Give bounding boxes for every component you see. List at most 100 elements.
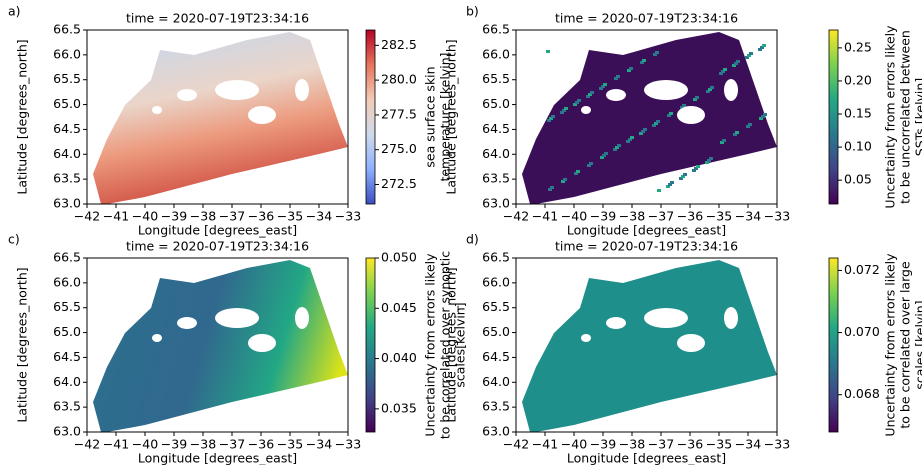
x-tick-label: −34 [735, 437, 761, 452]
colorbar-tick-label: 0.070 [844, 324, 880, 339]
raster-region [93, 32, 348, 204]
y-tick-label: 64.5 [53, 121, 81, 136]
axes-frame [86, 257, 349, 433]
raster-speckle [732, 64, 736, 67]
raster-gap [177, 89, 197, 101]
raster-speckle [721, 70, 725, 73]
y-tick-label: 65.0 [482, 96, 510, 111]
raster-speckle [680, 106, 684, 109]
raster-speckle [719, 72, 723, 75]
raster-speckle [564, 107, 568, 110]
raster-speckle [602, 154, 606, 157]
raster-speckle [643, 128, 647, 131]
x-tick-label: −38 [190, 437, 216, 452]
colorbar-tick-label: 0.25 [844, 39, 872, 54]
raster-speckle [709, 157, 713, 160]
x-tick-label: −33 [764, 437, 790, 452]
raster-speckle [723, 68, 727, 71]
raster-gap [215, 80, 259, 100]
raster-region [522, 260, 777, 432]
raster-speckle [722, 139, 726, 142]
raster-speckle [746, 125, 750, 128]
y-tick-label: 66.5 [53, 250, 81, 265]
y-tick-label: 63.5 [482, 399, 510, 414]
x-tick-label: −37 [648, 209, 674, 224]
raster-speckle [682, 104, 686, 107]
raster-speckle [547, 119, 551, 122]
raster-speckle [603, 83, 607, 86]
raster-speckle [587, 164, 591, 167]
raster-speckle [736, 60, 740, 63]
colorbar [828, 257, 839, 433]
raster-speckle [549, 117, 553, 120]
raster-speckle [694, 167, 698, 170]
x-tick-label: −39 [161, 209, 187, 224]
x-tick-label: −36 [677, 209, 703, 224]
raster-speckle [639, 132, 643, 135]
raster-speckle [640, 61, 644, 64]
x-axis-label: Longitude [degrees_east] [138, 223, 297, 238]
raster-speckle [604, 152, 608, 155]
raster-speckle [641, 130, 645, 133]
y-tick-label: 64.5 [53, 349, 81, 364]
colorbar-tick-label: 0.10 [844, 139, 872, 154]
y-tick-label: 65.5 [482, 71, 510, 86]
raster-speckle [546, 50, 550, 53]
x-tick-label: −34 [735, 209, 761, 224]
colorbar-label: SSTs [kelvin] [913, 78, 922, 156]
raster-speckle [590, 91, 594, 94]
raster-gap [677, 334, 705, 352]
y-tick-label: 63.5 [53, 171, 81, 186]
raster-speckle [760, 46, 764, 49]
raster-region [522, 32, 777, 204]
raster-speckle [550, 186, 554, 189]
raster-speckle [705, 161, 709, 164]
x-tick-label: −33 [335, 437, 361, 452]
raster-gap [677, 106, 705, 124]
raster-speckle [669, 112, 673, 115]
y-tick-label: 65.5 [53, 299, 81, 314]
y-axis-label: Latitude [degrees_north] [15, 267, 30, 422]
raster-gap [295, 79, 309, 101]
colorbar-label: scales [kelvin] [913, 300, 922, 389]
colorbar-tick-label: 0.040 [381, 350, 417, 365]
raster-speckle [706, 90, 710, 93]
raster-speckle [588, 93, 592, 96]
y-tick-label: 66.0 [53, 46, 81, 61]
raster-speckle [692, 169, 696, 172]
raster-speckle [763, 113, 767, 116]
x-tick-label: −38 [190, 209, 216, 224]
colorbar-tick-label: 0.05 [844, 172, 872, 187]
x-tick-label: −39 [590, 437, 616, 452]
raster-speckle [600, 156, 604, 159]
raster-speckle [614, 77, 618, 80]
chart-title: time = 2020-07-19T23:34:16 [555, 11, 738, 26]
colorbar-label: to be uncorrelated between [898, 30, 913, 204]
colorbar [365, 257, 376, 433]
y-tick-label: 63.0 [482, 424, 510, 439]
raster-speckle [615, 146, 619, 149]
y-tick-label: 64.0 [53, 374, 81, 389]
y-tick-label: 66.0 [482, 46, 510, 61]
raster-speckle [679, 177, 683, 180]
y-tick-label: 65.5 [53, 71, 81, 86]
y-tick-label: 64.0 [482, 146, 510, 161]
chart-title: time = 2020-07-19T23:34:16 [555, 239, 738, 254]
y-tick-label: 63.5 [482, 171, 510, 186]
y-tick-label: 65.5 [482, 299, 510, 314]
panel-label: a) [8, 4, 21, 19]
raster-speckle [616, 75, 620, 78]
raster-gap [152, 334, 162, 342]
raster-gap [248, 334, 276, 352]
y-tick-label: 63.0 [53, 424, 81, 439]
colorbar-tick-label: 0.15 [844, 106, 872, 121]
raster-gap [295, 307, 309, 329]
raster-region [93, 260, 348, 432]
x-tick-label: −35 [706, 209, 732, 224]
raster-speckle [667, 114, 671, 117]
raster-speckle [762, 44, 766, 47]
x-tick-label: −33 [764, 209, 790, 224]
axes-frame [515, 29, 778, 205]
raster-gap [215, 308, 259, 328]
y-tick-label: 64.5 [482, 349, 510, 364]
